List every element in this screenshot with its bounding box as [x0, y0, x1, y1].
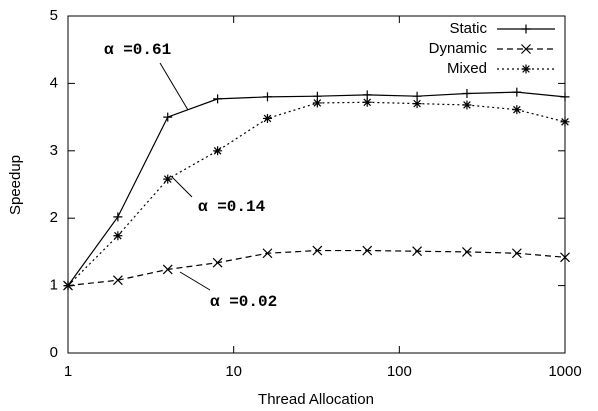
- marker: [162, 264, 173, 275]
- marker: [212, 257, 223, 268]
- annotation-leader: [171, 176, 193, 198]
- y-tick-label: 3: [50, 142, 58, 159]
- y-tick-label: 2: [50, 209, 58, 226]
- marker: [262, 113, 272, 123]
- y-tick-label: 4: [50, 74, 58, 91]
- x-tick-label: 10: [225, 363, 242, 380]
- marker: [213, 146, 223, 156]
- y-tick-label: 5: [50, 7, 58, 24]
- marker: [262, 92, 272, 102]
- y-tick-label: 1: [50, 277, 58, 294]
- marker: [511, 248, 522, 259]
- y-axis-label: Speedup: [7, 155, 24, 215]
- marker: [113, 231, 123, 241]
- marker: [560, 92, 570, 102]
- annotation: α =0.14: [198, 198, 266, 216]
- legend-label: Static: [449, 20, 487, 37]
- marker: [112, 275, 123, 286]
- marker: [312, 98, 322, 108]
- marker: [560, 252, 570, 263]
- marker: [312, 245, 323, 256]
- marker: [412, 99, 422, 109]
- plot-frame: [67, 15, 566, 354]
- marker: [462, 246, 472, 257]
- annotation: α =0.02: [210, 293, 277, 311]
- series-line: [67, 91, 566, 286]
- marker: [262, 248, 273, 259]
- legend-label: Mixed: [447, 60, 487, 77]
- marker: [412, 246, 423, 257]
- annotation: α =0.61: [104, 41, 171, 59]
- marker: [521, 64, 531, 74]
- marker: [362, 245, 373, 256]
- marker: [113, 212, 123, 222]
- x-tick-label: 1000: [548, 363, 581, 380]
- x-tick-label: 100: [387, 363, 412, 380]
- marker: [560, 117, 570, 127]
- marker: [512, 87, 522, 97]
- annotation-leader: [159, 62, 189, 111]
- series-line: [67, 249, 566, 287]
- x-tick-label: 1: [64, 363, 72, 380]
- series-line: [67, 101, 566, 287]
- marker: [163, 174, 173, 184]
- marker: [462, 89, 472, 99]
- marker: [63, 281, 73, 291]
- marker: [521, 24, 531, 34]
- annotation-leader: [179, 271, 211, 291]
- marker: [213, 94, 223, 104]
- marker: [521, 44, 531, 54]
- marker: [512, 105, 522, 115]
- y-tick-label: 0: [50, 344, 58, 361]
- legend-label: Dynamic: [429, 40, 488, 57]
- marker: [462, 100, 472, 110]
- marker: [163, 112, 173, 122]
- x-axis-label: Thread Allocation: [258, 391, 374, 408]
- marker: [362, 97, 372, 107]
